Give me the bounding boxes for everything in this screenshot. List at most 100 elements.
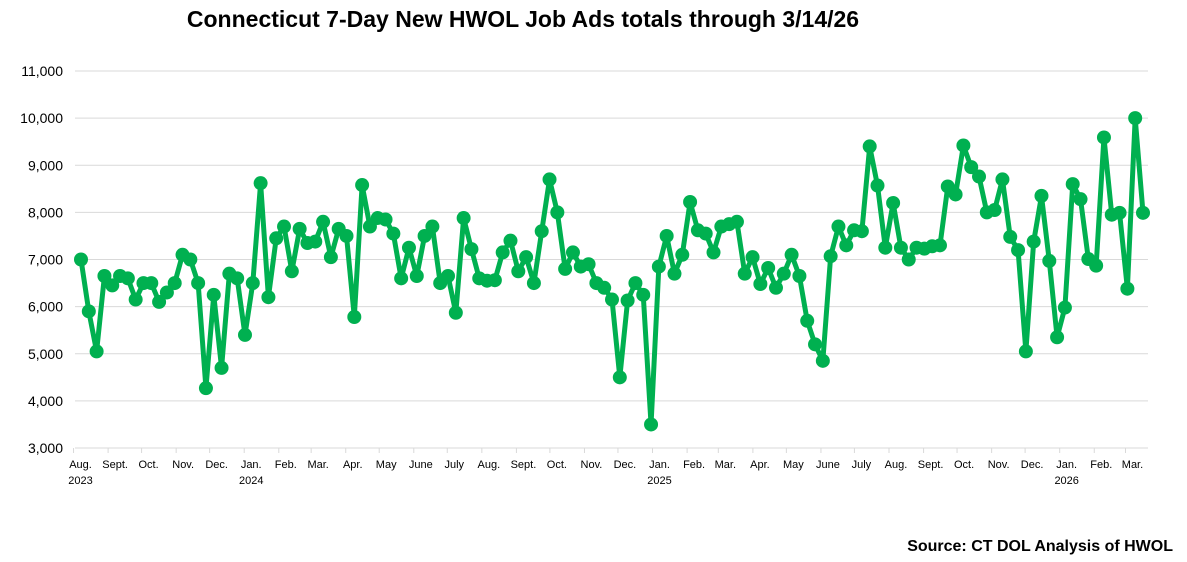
data-point	[308, 234, 323, 249]
data-point	[89, 344, 104, 359]
data-point	[683, 195, 698, 210]
data-point	[401, 240, 416, 255]
x-tick-label: Oct.	[547, 459, 567, 471]
data-point	[316, 214, 331, 229]
y-tick-label: 10,000	[20, 110, 63, 126]
data-point	[745, 250, 760, 265]
data-point	[269, 231, 284, 246]
data-point	[987, 203, 1002, 218]
y-tick-label: 8,000	[28, 204, 63, 220]
data-point	[237, 327, 252, 342]
data-point	[277, 219, 292, 234]
data-point	[1011, 243, 1026, 258]
data-point	[292, 221, 307, 236]
data-point	[542, 172, 557, 187]
data-point	[1057, 300, 1072, 315]
x-tick-label: June	[409, 459, 433, 471]
x-tick-label: Aug.	[69, 459, 92, 471]
x-tick-label: Dec.	[205, 459, 228, 471]
x-tick-label: Oct.	[139, 459, 159, 471]
data-point	[105, 278, 120, 293]
data-point	[964, 160, 979, 175]
data-point	[776, 266, 791, 281]
y-tick-label: 9,000	[28, 157, 63, 173]
data-point	[948, 187, 963, 202]
x-tick-label: Sept.	[511, 459, 537, 471]
data-point	[854, 224, 869, 239]
x-tick-label: May	[376, 459, 397, 471]
data-point	[1128, 111, 1143, 126]
data-point	[737, 266, 752, 281]
data-point	[206, 287, 221, 302]
data-point	[768, 280, 783, 295]
data-point	[526, 276, 541, 291]
data-point	[347, 309, 362, 324]
data-point	[565, 245, 580, 260]
x-tick-label: Dec.	[1021, 459, 1044, 471]
data-point	[995, 172, 1010, 187]
data-point	[753, 277, 768, 292]
data-point	[644, 417, 659, 432]
data-point	[464, 242, 479, 257]
data-point	[456, 211, 471, 226]
data-point	[487, 273, 502, 288]
data-point	[394, 271, 409, 286]
data-point	[550, 205, 565, 220]
data-point	[636, 287, 651, 302]
x-tick-label: June	[816, 459, 840, 471]
y-tick-label: 5,000	[28, 346, 63, 362]
x-tick-label: May	[783, 459, 804, 471]
data-point	[253, 176, 268, 191]
data-point	[495, 245, 510, 260]
data-point	[1050, 330, 1065, 345]
data-point	[1089, 258, 1104, 273]
data-point	[761, 260, 776, 275]
data-point	[386, 226, 401, 241]
data-point	[729, 214, 744, 229]
x-tick-label: Sept.	[918, 459, 944, 471]
x-tick-label: Mar.	[307, 459, 328, 471]
data-point	[870, 178, 885, 193]
data-point	[823, 249, 838, 264]
x-tick-label: Aug.	[885, 459, 908, 471]
data-point	[1026, 234, 1041, 249]
data-point	[323, 250, 338, 265]
data-point	[74, 252, 88, 267]
x-tick-label: Dec.	[614, 459, 637, 471]
x-tick-label: Nov.	[581, 459, 603, 471]
data-point	[1034, 188, 1049, 203]
data-point	[417, 228, 432, 243]
data-point	[893, 240, 908, 255]
data-point	[878, 240, 893, 255]
data-point	[511, 264, 526, 279]
data-point	[339, 228, 354, 243]
data-point	[230, 271, 245, 286]
data-point	[667, 266, 682, 281]
data-point	[1120, 281, 1135, 296]
data-point	[972, 169, 987, 184]
y-tick-label: 7,000	[28, 252, 63, 268]
data-point	[628, 276, 643, 291]
data-point	[120, 271, 135, 286]
data-point	[245, 276, 260, 291]
data-point	[448, 305, 463, 320]
x-tick-label: Jan.	[649, 459, 670, 471]
y-tick-label: 4,000	[28, 393, 63, 409]
data-point	[159, 285, 174, 300]
data-point	[97, 268, 112, 283]
data-point	[284, 264, 299, 279]
x-tick-label: Jan.	[241, 459, 262, 471]
x-tick-label: Mar.	[715, 459, 736, 471]
data-point	[597, 280, 612, 295]
series-line	[78, 115, 1146, 427]
data-point	[800, 313, 815, 328]
x-tick-label: Feb.	[275, 459, 297, 471]
x-year-label: 2024	[239, 475, 263, 487]
data-point	[214, 360, 229, 375]
data-point	[675, 247, 690, 262]
data-point	[355, 178, 370, 193]
x-tick-label: Nov.	[172, 459, 194, 471]
data-point	[425, 219, 440, 234]
